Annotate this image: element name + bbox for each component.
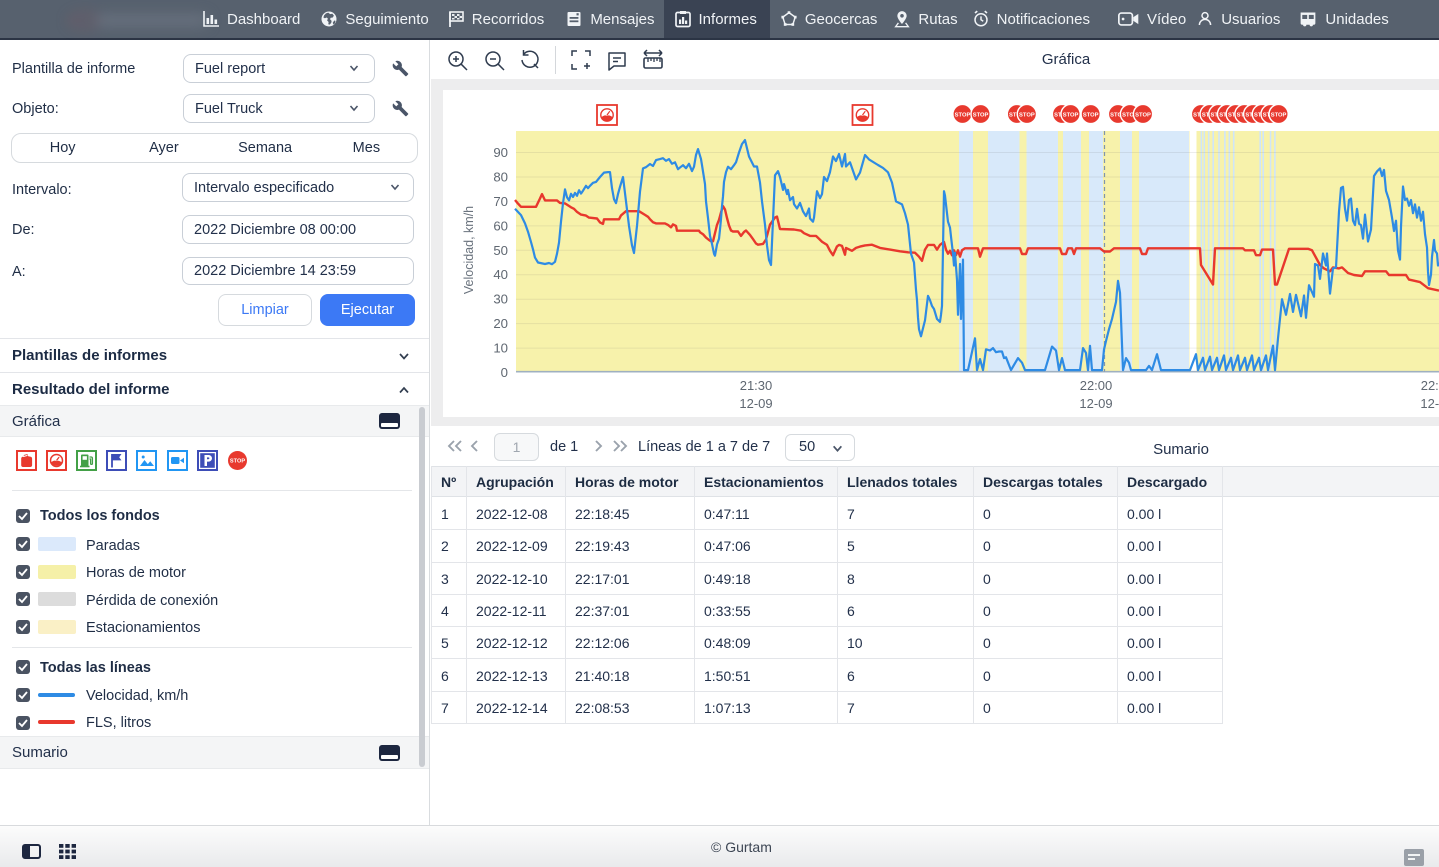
svg-text:20: 20 <box>493 316 508 331</box>
svg-text:STOP: STOP <box>973 112 989 118</box>
svg-text:90: 90 <box>493 145 508 160</box>
svg-text:60: 60 <box>493 218 508 233</box>
svg-text:STOP: STOP <box>1083 112 1099 118</box>
svg-text:40: 40 <box>493 267 508 282</box>
svg-text:STOP: STOP <box>1135 112 1151 118</box>
svg-text:STOP: STOP <box>230 459 245 465</box>
svg-text:STOP: STOP <box>1122 112 1138 118</box>
svg-text:12-09: 12-09 <box>739 396 772 411</box>
svg-text:STOP: STOP <box>1019 112 1035 118</box>
svg-text:12-09: 12-09 <box>1079 396 1112 411</box>
svg-text:0: 0 <box>501 365 508 380</box>
svg-text:STOP: STOP <box>1271 112 1287 118</box>
svg-text:22:00: 22:00 <box>1080 378 1113 393</box>
svg-text:80: 80 <box>493 170 508 185</box>
svg-text:70: 70 <box>493 194 508 209</box>
svg-text:STOP: STOP <box>1063 112 1079 118</box>
svg-text:Velocidad, km/h: Velocidad, km/h <box>462 206 476 294</box>
svg-text:12-09: 12-09 <box>1420 396 1439 411</box>
svg-text:21:30: 21:30 <box>740 378 773 393</box>
svg-text:50: 50 <box>493 243 508 258</box>
svg-text:22:30: 22:30 <box>1421 378 1439 393</box>
svg-text:30: 30 <box>493 292 508 307</box>
svg-text:STOP: STOP <box>955 112 971 118</box>
svg-text:STOP: STOP <box>1110 112 1126 118</box>
svg-text:10: 10 <box>493 341 508 356</box>
